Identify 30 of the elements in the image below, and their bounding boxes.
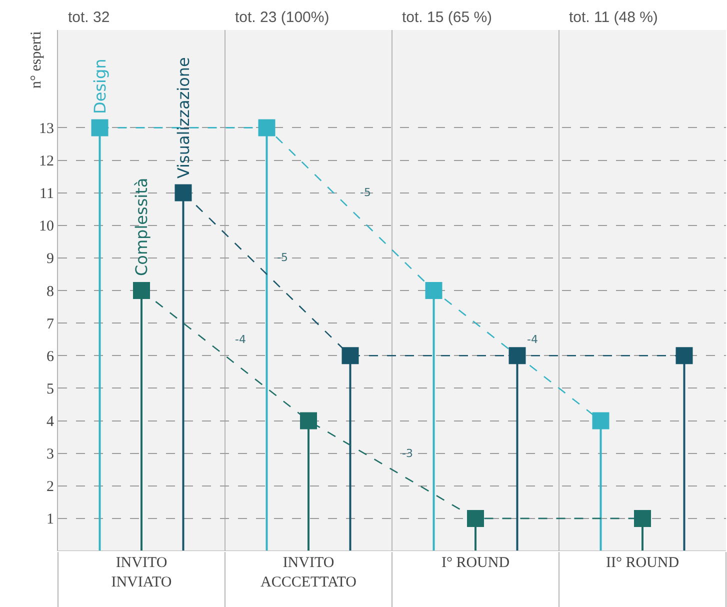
y-tick-label: 7	[46, 316, 54, 332]
y-tick-label: 13	[39, 120, 54, 137]
y-tick-label: 11	[40, 186, 54, 202]
text: tot. 15 (65 %)	[402, 9, 492, 26]
x-tick-label: I° ROUND	[441, 555, 510, 571]
y-tick-label: 1	[46, 512, 54, 528]
annotation: -3	[402, 447, 413, 460]
x-tick-label: II° ROUND	[606, 555, 680, 571]
y-tick-label: 6	[46, 348, 54, 365]
y-tick-label: 3	[46, 446, 54, 463]
y-tick-label: 9	[46, 251, 54, 268]
text: Complessità	[132, 178, 151, 276]
text: tot. 11 (48 %)	[569, 9, 658, 26]
text: Visualizzazione	[174, 57, 193, 179]
text: tot. 32	[68, 9, 110, 26]
x-tick-label: INVITO ACCCETTATO	[260, 555, 357, 590]
annotation: -4	[527, 333, 538, 346]
x-tick-label: INVITO INVIATO	[111, 555, 172, 590]
y-axis-title: n° esperti	[28, 31, 44, 88]
annotation: -5	[277, 251, 288, 264]
text: Design	[90, 58, 110, 114]
text: tot. 23 (100%)	[235, 9, 330, 26]
y-tick-label: 12	[39, 154, 54, 170]
annotation: -4	[235, 333, 246, 346]
annotation: -5	[360, 186, 371, 199]
y-tick-label: 4	[46, 414, 54, 430]
y-tick-label: 5	[46, 381, 54, 398]
y-tick-label: 2	[46, 479, 54, 496]
y-tick-label: 10	[39, 218, 54, 235]
y-tick-label: 8	[46, 284, 54, 300]
